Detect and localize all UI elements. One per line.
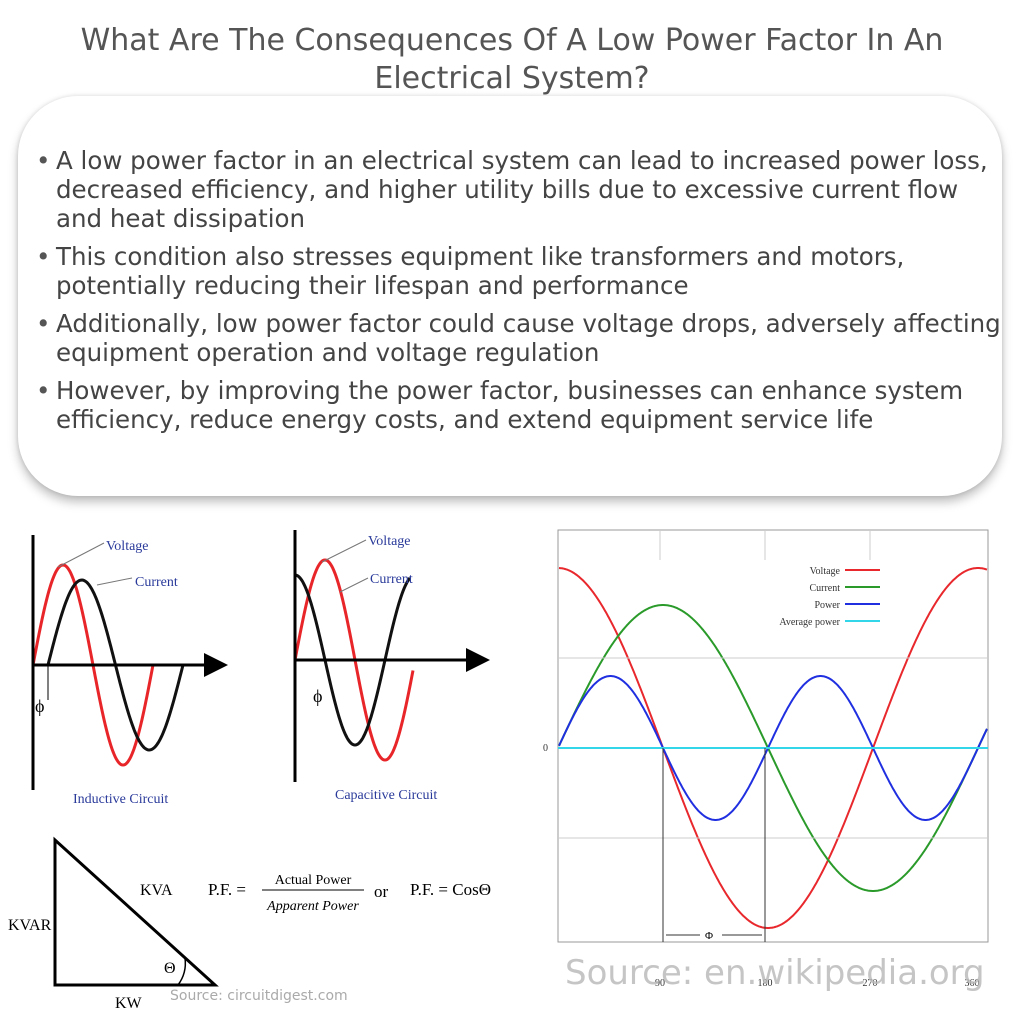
source: Source: en.wikipedia.org [565,953,985,993]
label: Current [370,572,413,587]
formula: Actual Power [275,873,352,888]
bullet: Additionally, low power factor could cau… [36,309,1006,367]
legend: Voltage Current Power Average power [779,566,880,628]
caption: Capacitive Circuit [335,788,437,803]
label: Θ [164,960,176,977]
triangle [53,836,219,987]
pointer [96,577,133,586]
formula: P.F. = CosΘ [410,880,491,899]
formula: Apparent Power [266,899,359,914]
label: Current [135,575,178,590]
x-label: 180 [758,978,773,989]
source: Source: circuitdigest.com [170,988,348,1004]
grid [558,530,988,839]
formula: P.F. = [208,880,246,899]
plot-frame [557,529,989,943]
x-labels: 90 180 270 360 [655,978,980,989]
axis-label: 0 [543,743,548,754]
pointer [57,542,105,568]
x-label: 270 [863,978,878,989]
label: KVAR [8,917,52,934]
wave [558,675,988,821]
label: KVA [140,882,173,899]
pointer [339,577,369,593]
legend-label: Average power [779,617,840,628]
legend-label: Voltage [810,566,841,577]
bullet: However, by improving the power factor, … [36,376,1006,434]
wave [558,604,988,892]
formula: or [374,882,389,901]
bullet: This condition also stresses equipment l… [36,242,1006,300]
waves [31,558,988,929]
label: KW [115,995,143,1012]
label: ϕ [313,686,322,706]
caption: Inductive Circuit [73,792,168,807]
wave [294,573,412,747]
label: Voltage [368,534,411,549]
x-label: 90 [655,978,665,989]
label: Voltage [106,539,149,554]
wave [558,567,988,929]
label: Φ [705,930,713,942]
angle-arc [177,957,187,986]
pointer [321,539,367,563]
legend-label: Power [814,600,840,611]
title: What Are The Consequences Of A Low Power… [80,23,944,96]
legend-label: Current [809,583,840,594]
label: ϕ [35,696,44,716]
bullet: A low power factor in an electrical syst… [36,146,1006,233]
x-label: 360 [965,978,980,989]
wave [293,558,415,762]
bullet-list: A low power factor in an electrical syst… [36,146,1006,443]
